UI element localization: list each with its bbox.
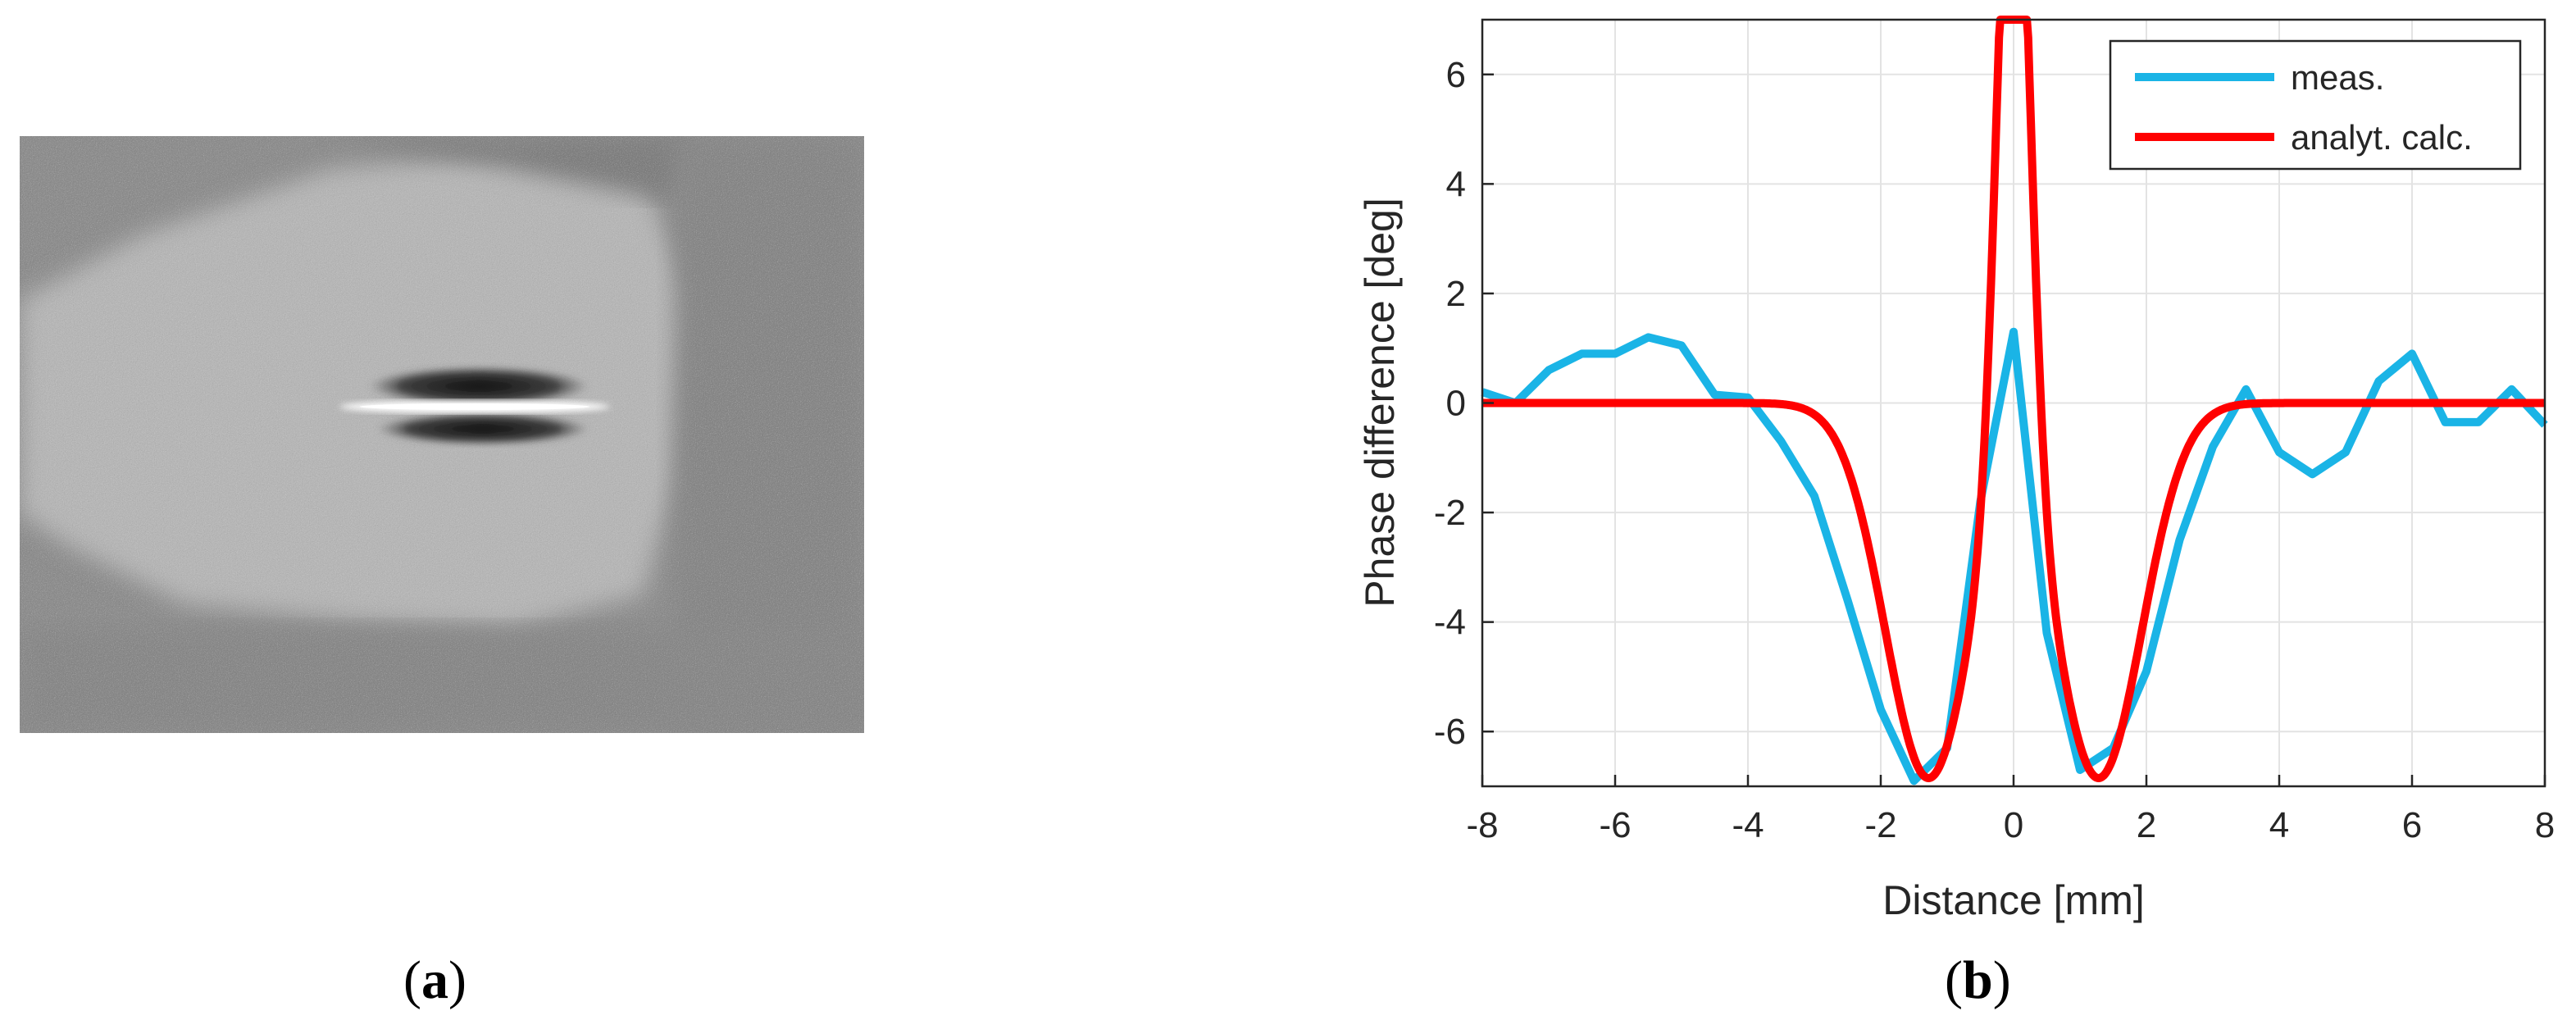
- x-tick-label: 0: [2004, 805, 2023, 845]
- panel-label-a: (a): [403, 950, 467, 1010]
- panel-label-b: (b): [1945, 950, 2011, 1010]
- legend-box: [2109, 39, 2522, 171]
- x-tick-label: -2: [1864, 805, 1896, 845]
- x-tick-label: 4: [2269, 805, 2289, 845]
- phase-difference-image: [20, 136, 864, 733]
- dark-streak-lower: [376, 412, 589, 445]
- y-tick-label: -2: [1434, 493, 1466, 533]
- ticks-layer: -8 -6 -4 -2 0 2 4 6 8 -6 -4 -2 0 2 4 6: [1434, 55, 2555, 845]
- legend-label-analyt-calc: analyt. calc.: [2291, 118, 2473, 157]
- y-axis-title: Phase difference [deg]: [1357, 198, 1403, 607]
- legend: meas. analyt. calc.: [2109, 39, 2522, 171]
- y-tick-label: 4: [1446, 164, 1466, 204]
- x-tick-label: 2: [2137, 805, 2156, 845]
- x-tick-label: -6: [1599, 805, 1631, 845]
- y-tick-label: -4: [1434, 603, 1466, 643]
- x-axis-title: Distance [mm]: [1882, 877, 2145, 923]
- x-tick-label: 8: [2535, 805, 2555, 845]
- dark-streak-upper: [368, 367, 589, 406]
- x-tick-label: 6: [2402, 805, 2422, 845]
- x-tick-label: -4: [1732, 805, 1764, 845]
- y-tick-label: -6: [1434, 712, 1466, 752]
- legend-label-meas: meas.: [2291, 58, 2384, 97]
- y-tick-label: 6: [1446, 55, 1466, 95]
- x-tick-label: -8: [1466, 805, 1498, 845]
- y-tick-label: 0: [1446, 384, 1466, 424]
- y-tick-label: 2: [1446, 274, 1466, 314]
